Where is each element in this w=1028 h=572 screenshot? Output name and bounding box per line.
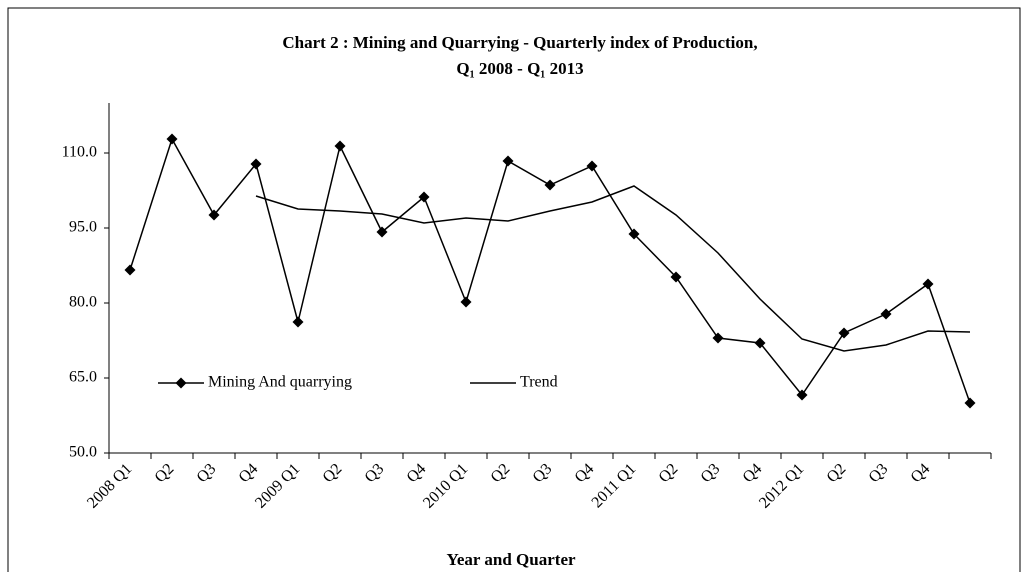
legend-label: Trend [520,374,558,391]
data-point [754,337,766,349]
data-point [544,179,556,191]
chart-title: Chart 2 : Mining and Quarrying - Quarter… [282,33,757,52]
data-point [376,226,388,238]
x-tick-label: Q3 [530,460,556,486]
data-point [796,389,808,401]
x-tick-label: Q3 [362,460,388,486]
x-tick-label: Q2 [152,460,178,486]
data-point [586,160,598,172]
y-tick-label: 110.0 [62,144,97,161]
x-tick-label: 2010 Q1 [420,460,471,511]
x-tick-label: Q3 [194,460,220,486]
data-point [628,228,640,240]
y-tick-label: 65.0 [69,369,97,386]
data-point [670,271,682,283]
x-tick-label: Q2 [320,460,346,486]
x-tick-label: Q2 [824,460,850,486]
x-tick-label: Q4 [572,460,598,486]
data-point [166,133,178,145]
data-point [880,308,892,320]
x-tick-label: Q2 [656,460,682,486]
data-point [124,264,136,276]
series-line [255,185,971,352]
x-tick-label: Q4 [236,460,262,486]
legend-label: Mining And quarrying [208,374,352,391]
data-point [250,158,262,170]
data-point [292,316,304,328]
x-tick-label: 2009 Q1 [252,460,303,511]
data-point [460,296,472,308]
data-point [208,209,220,221]
y-tick-label: 95.0 [69,219,97,236]
x-tick-label: Q4 [908,460,934,486]
data-point [334,140,346,152]
series-line [129,137,971,404]
x-tick-label: Q2 [488,460,514,486]
x-tick-label: Q3 [698,460,724,486]
y-tick-label: 80.0 [69,294,97,311]
chart-subtitle: Q₁ 2008 - Q₁ 2013 [456,59,583,78]
data-point [922,278,934,290]
y-tick-label: 50.0 [69,444,97,461]
x-axis-title: Year and Quarter [446,550,576,569]
x-tick-label: 2008 Q1 [84,460,135,511]
x-tick-label: Q4 [740,460,766,486]
x-tick-label: 2011 Q1 [589,460,640,511]
data-point [838,327,850,339]
data-point [964,397,976,409]
x-tick-label: 2012 Q1 [756,460,807,511]
data-point [712,332,724,344]
x-tick-label: Q3 [866,460,892,486]
chart-frame [7,7,1021,572]
x-tick-label: Q4 [404,460,430,486]
legend-marker [175,377,187,389]
data-point [418,191,430,203]
data-point [502,155,514,167]
